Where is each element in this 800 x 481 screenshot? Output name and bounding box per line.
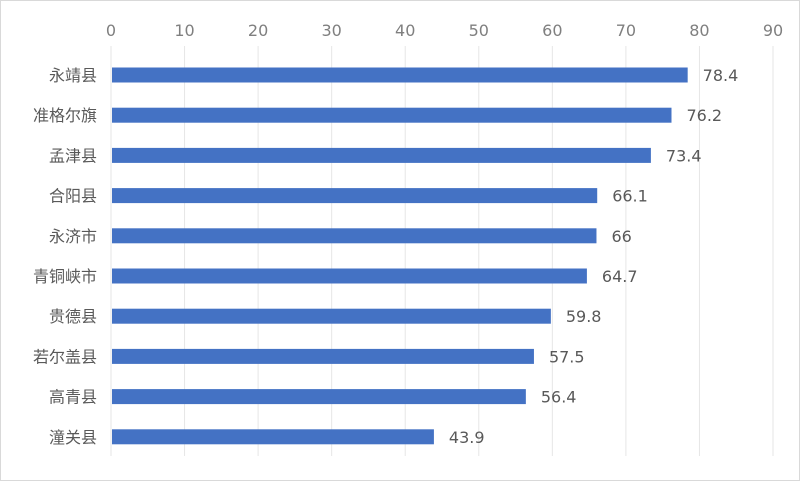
- x-tick-label: 40: [395, 21, 415, 40]
- category-label: 贵德县: [49, 307, 97, 326]
- x-tick-label: 60: [542, 21, 562, 40]
- x-tick-label: 10: [174, 21, 194, 40]
- category-label: 潼关县: [49, 428, 97, 447]
- data-label: 73.4: [666, 146, 702, 165]
- bar: [112, 308, 551, 324]
- data-label: 64.7: [602, 267, 638, 286]
- category-label: 孟津县: [49, 146, 97, 165]
- category-label: 准格尔旗: [33, 106, 97, 125]
- data-label: 76.2: [686, 106, 722, 125]
- category-label: 高青县: [49, 388, 97, 407]
- x-axis-ticks: 0 10 20 30 40 50 60 70 80 90: [106, 21, 783, 40]
- data-label: 66.1: [612, 187, 648, 206]
- bar: [112, 268, 587, 284]
- x-tick-label: 30: [321, 21, 341, 40]
- bar: [112, 107, 672, 123]
- data-label: 43.9: [449, 428, 485, 447]
- category-label: 青铜峡市: [33, 267, 97, 286]
- category-label: 永靖县: [49, 66, 97, 85]
- bar: [112, 67, 688, 83]
- x-tick-label: 20: [248, 21, 268, 40]
- data-label: 78.4: [703, 66, 739, 85]
- bar: [112, 348, 534, 364]
- x-tick-label: 50: [469, 21, 489, 40]
- bars: [112, 67, 688, 445]
- bar: [112, 147, 651, 163]
- x-tick-label: 90: [763, 21, 783, 40]
- data-label: 59.8: [566, 307, 602, 326]
- bar: [112, 429, 434, 445]
- bar: [112, 389, 526, 405]
- category-label: 永济市: [49, 227, 97, 246]
- category-label: 合阳县: [49, 187, 97, 206]
- data-label: 56.4: [541, 388, 577, 407]
- x-tick-label: 0: [106, 21, 116, 40]
- data-label: 57.5: [549, 347, 585, 366]
- x-tick-label: 70: [616, 21, 636, 40]
- data-labels: 78.4 76.2 73.4 66.1 66 64.7 59.8 57.5 56.4 43.9: [449, 66, 738, 447]
- bar: [112, 228, 597, 244]
- category-label: 若尔盖县: [33, 347, 97, 366]
- x-tick-label: 80: [689, 21, 709, 40]
- data-label: 66: [611, 227, 631, 246]
- bar: [112, 188, 598, 204]
